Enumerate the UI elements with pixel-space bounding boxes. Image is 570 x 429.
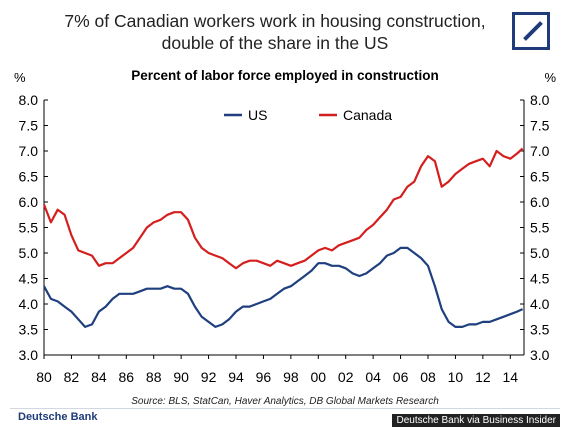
y-tick-label-right: 5.0 bbox=[530, 245, 550, 261]
series-line-us bbox=[43, 246, 524, 328]
series-line-canada bbox=[42, 147, 524, 270]
y-tick-label-left: 7.0 bbox=[19, 143, 39, 159]
x-tick-label: 08 bbox=[420, 369, 436, 385]
y-tick-label-right: 6.5 bbox=[530, 169, 550, 185]
y-tick-label-left: 5.0 bbox=[19, 245, 39, 261]
x-tick-label: 84 bbox=[91, 369, 107, 385]
y-tick-label-right: 4.5 bbox=[530, 271, 550, 287]
left-unit-label: % bbox=[14, 70, 26, 85]
right-unit-label: % bbox=[544, 70, 556, 85]
chart-headline: 7% of Canadian workers work in housing c… bbox=[64, 11, 486, 53]
y-tick-label-left: 3.5 bbox=[19, 322, 39, 338]
y-tick-label-left: 6.0 bbox=[19, 194, 39, 210]
x-tick-label: 90 bbox=[173, 369, 189, 385]
x-tick-label: 14 bbox=[502, 369, 518, 385]
x-tick-label: 04 bbox=[365, 369, 381, 385]
y-tick-label-left: 3.0 bbox=[19, 347, 39, 363]
x-tick-label: 06 bbox=[393, 369, 409, 385]
x-tick-label: 12 bbox=[475, 369, 491, 385]
source-note: Source: BLS, StatCan, Haver Analytics, D… bbox=[131, 396, 439, 407]
x-tick-label: 00 bbox=[310, 369, 326, 385]
y-tick-label-right: 8.0 bbox=[530, 92, 550, 108]
x-tick-label: 10 bbox=[448, 369, 464, 385]
bank-name: Deutsche Bank bbox=[18, 411, 98, 423]
x-tick-label: 98 bbox=[283, 369, 299, 385]
y-tick-label-right: 4.0 bbox=[530, 296, 550, 312]
y-tick-label-right: 3.0 bbox=[530, 347, 550, 363]
legend-label-canada: Canada bbox=[343, 107, 392, 123]
x-tick-label: 80 bbox=[36, 369, 52, 385]
y-tick-label-left: 7.5 bbox=[19, 118, 39, 134]
footer-divider bbox=[10, 408, 560, 409]
y-tick-label-left: 6.5 bbox=[19, 169, 39, 185]
y-tick-label-right: 7.5 bbox=[530, 118, 550, 134]
deutsche-bank-logo-icon bbox=[512, 12, 550, 50]
y-tick-label-left: 8.0 bbox=[19, 92, 39, 108]
y-tick-label-right: 3.5 bbox=[530, 322, 550, 338]
y-tick-label-right: 7.0 bbox=[530, 143, 550, 159]
y-tick-label-left: 5.5 bbox=[19, 220, 39, 236]
y-tick-label-left: 4.0 bbox=[19, 296, 39, 312]
y-tick-label-right: 6.0 bbox=[530, 194, 550, 210]
x-tick-label: 82 bbox=[64, 369, 80, 385]
x-tick-label: 94 bbox=[228, 369, 244, 385]
x-tick-label: 02 bbox=[338, 369, 354, 385]
x-tick-label: 88 bbox=[146, 369, 162, 385]
chart-title: Percent of labor force employed in const… bbox=[131, 68, 439, 83]
legend-label-us: US bbox=[248, 107, 267, 123]
y-tick-label-right: 5.5 bbox=[530, 220, 550, 236]
x-tick-label: 86 bbox=[118, 369, 134, 385]
x-tick-label: 92 bbox=[201, 369, 217, 385]
y-tick-label-left: 4.5 bbox=[19, 271, 39, 287]
x-tick-label: 96 bbox=[256, 369, 272, 385]
image-credit: Deutsche Bank via Business Insider bbox=[392, 414, 560, 427]
